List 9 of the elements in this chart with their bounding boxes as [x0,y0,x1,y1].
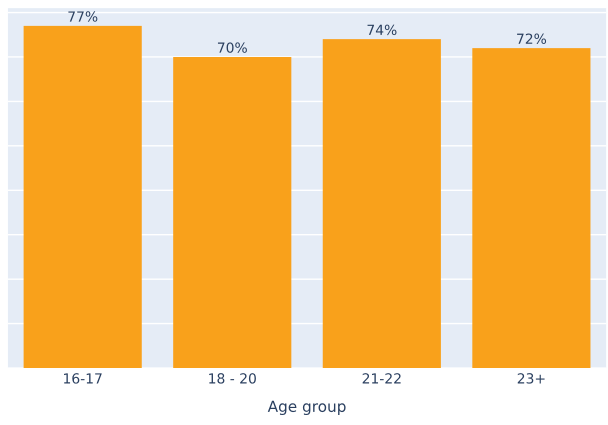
data-label: 77% [68,11,98,22]
data-label: 72% [517,33,546,44]
x-tick-label: 21-22 [362,373,401,384]
x-tick-label: 23+ [518,373,545,384]
data-label: 70% [218,42,247,53]
data-label: 74% [368,24,396,36]
x-tick-label: 18 - 20 [209,373,256,384]
x-axis-title: Age group [268,400,346,416]
x-tick-label: 16-17 [64,373,102,384]
